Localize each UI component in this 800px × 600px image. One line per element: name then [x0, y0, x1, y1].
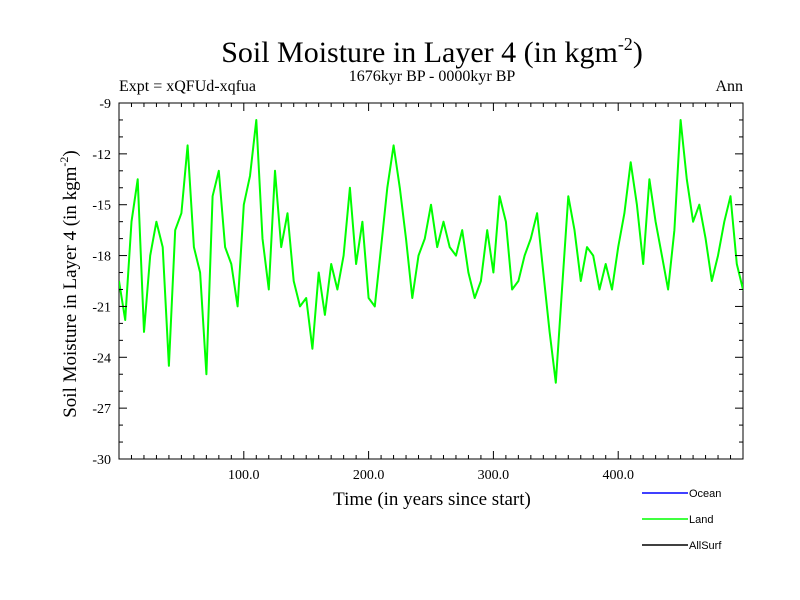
y-tick-label: -9: [99, 97, 111, 112]
y-tick-label: -30: [92, 453, 111, 468]
y-tick-label: -18: [92, 250, 111, 265]
x-axis-label: Time (in years since start): [333, 489, 531, 510]
y-axis-label: Soil Moisture in Layer 4 (in kgm-2): [57, 150, 81, 418]
tick-labels: 100.0 200.0 300.0 400.0 -9 -12 -15 -18 -21 -24 -27…: [92, 97, 634, 483]
x-tick-label: 300.0: [478, 468, 510, 483]
x-tick-label: 100.0: [228, 468, 260, 483]
season-caption: Ann: [715, 78, 743, 95]
y-axis-label-close: ): [60, 150, 81, 156]
chart-title-text: Soil Moisture in Layer 4 (in kgm: [221, 36, 618, 69]
y-tick-label: -27: [92, 402, 111, 417]
x-tick-label: 400.0: [602, 468, 634, 483]
series-layer: [119, 119, 743, 384]
y-axis-label-text: Soil Moisture in Layer 4 (in kgm: [60, 166, 81, 417]
chart-title-close: ): [633, 36, 643, 69]
period-caption: 1676kyr BP - 0000kyr BP: [349, 68, 516, 85]
tick-marks: [119, 102, 743, 460]
legend: Ocean Land AllSurf: [642, 488, 722, 552]
y-axis-label-superscript: -2: [57, 157, 71, 167]
legend-label-land: Land: [689, 514, 713, 526]
y-tick-label: -15: [92, 199, 111, 214]
y-tick-label: -12: [92, 148, 111, 163]
y-tick-label: -21: [92, 300, 111, 315]
experiment-caption: Expt = xQFUd-xqfua: [119, 78, 256, 95]
chart-title: Soil Moisture in Layer 4 (in kgm-2): [221, 34, 643, 69]
y-tick-label: -24: [92, 351, 111, 366]
series-line-land: [119, 119, 743, 384]
legend-label-ocean: Ocean: [689, 488, 721, 500]
legend-label-allsurf: AllSurf: [689, 540, 722, 552]
x-tick-label: 200.0: [353, 468, 385, 483]
chart-title-superscript: -2: [618, 34, 633, 54]
